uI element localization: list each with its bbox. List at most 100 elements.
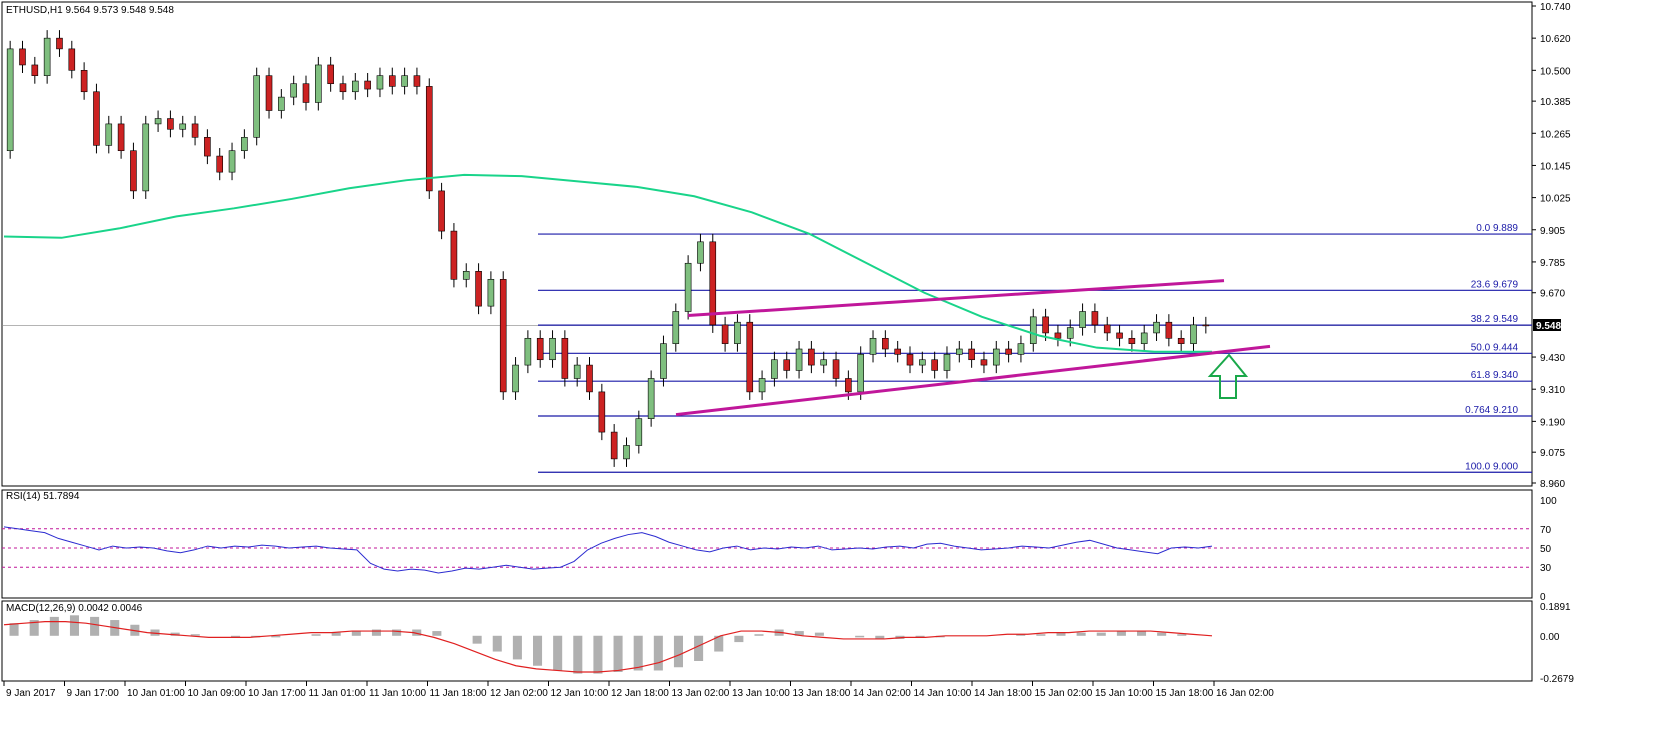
rsi-line bbox=[3, 526, 1213, 574]
channel-lower-line bbox=[675, 344, 1271, 417]
channel-upper-line bbox=[687, 279, 1225, 318]
price-axis-label: 9.670 bbox=[1540, 289, 1565, 300]
time-axis-label: 14 Jan 10:00 bbox=[914, 688, 972, 699]
price-axis-label: 10.385 bbox=[1540, 97, 1571, 108]
candle-body bbox=[660, 343, 667, 379]
candle-body bbox=[931, 359, 938, 371]
candle-body bbox=[43, 37, 51, 76]
fib-label: 50.0 9.444 bbox=[1471, 342, 1519, 353]
candle-body bbox=[992, 348, 1000, 366]
candle-body bbox=[1177, 337, 1185, 344]
candle-body bbox=[598, 391, 606, 433]
candle-body bbox=[573, 364, 581, 379]
rsi-axis-label: 50 bbox=[1540, 544, 1552, 555]
price-axis-label: 10.145 bbox=[1540, 161, 1571, 172]
candle-body bbox=[1153, 321, 1160, 334]
candle-body bbox=[19, 48, 26, 66]
candle-body bbox=[425, 86, 433, 192]
fib-label: 0.764 9.210 bbox=[1465, 405, 1518, 416]
time-axis-label: 10 Jan 09:00 bbox=[188, 688, 246, 699]
fib-label: 61.8 9.340 bbox=[1471, 370, 1519, 381]
price-axis-label: 9.190 bbox=[1540, 417, 1565, 428]
candle-body bbox=[117, 123, 125, 152]
up-arrow-icon bbox=[1207, 353, 1249, 399]
candle-body bbox=[413, 75, 421, 87]
candle-body bbox=[31, 64, 39, 76]
candle-body bbox=[524, 337, 532, 366]
candle-body bbox=[204, 137, 211, 157]
rsi-panel bbox=[1, 489, 1533, 599]
macd-axis-label: 0.00 bbox=[1540, 632, 1560, 643]
candle-body bbox=[438, 190, 445, 232]
candle-body bbox=[647, 378, 655, 419]
macd-panel bbox=[1, 600, 1533, 682]
candle-body bbox=[697, 241, 704, 264]
time-axis-label: 15 Jan 10:00 bbox=[1095, 688, 1153, 699]
time-axis-label: 12 Jan 02:00 bbox=[490, 688, 548, 699]
time-axis-label: 13 Jan 10:00 bbox=[732, 688, 790, 699]
candle-body bbox=[462, 270, 470, 280]
candle-body bbox=[290, 83, 297, 98]
candle-body bbox=[487, 279, 495, 307]
candle-body bbox=[105, 123, 113, 146]
candle-body bbox=[943, 354, 951, 371]
candle-body bbox=[721, 324, 729, 344]
candle-body bbox=[216, 155, 224, 173]
candle-body bbox=[68, 48, 76, 71]
rsi-axis-label: 70 bbox=[1540, 525, 1552, 536]
candle-body bbox=[684, 262, 692, 312]
price-axis-label: 9.430 bbox=[1540, 353, 1565, 364]
candle-body bbox=[1103, 324, 1111, 334]
candle-body bbox=[882, 337, 889, 350]
price-axis-label: 10.740 bbox=[1540, 2, 1571, 13]
candle-body bbox=[388, 75, 396, 87]
candle-body bbox=[1054, 332, 1062, 339]
candle-body bbox=[315, 64, 322, 103]
price-axis-label: 9.075 bbox=[1540, 448, 1565, 459]
fib-label: 38.2 9.549 bbox=[1471, 314, 1519, 325]
time-axis-label: 15 Jan 18:00 bbox=[1156, 688, 1214, 699]
candle-body bbox=[536, 337, 544, 361]
candle-body bbox=[820, 359, 828, 366]
candle-body bbox=[475, 270, 482, 307]
candle-body bbox=[549, 337, 556, 361]
candle-body bbox=[499, 279, 507, 393]
candle-body bbox=[980, 359, 988, 366]
macd-layer bbox=[3, 615, 1213, 674]
price-axis-label: 10.620 bbox=[1540, 34, 1571, 45]
candle-body bbox=[709, 241, 717, 326]
rsi-axis-label: 0 bbox=[1540, 592, 1546, 603]
time-axis-label: 9 Jan 2017 bbox=[6, 688, 56, 699]
candle-body bbox=[906, 354, 914, 366]
candle-body bbox=[1066, 327, 1074, 339]
candle-body bbox=[771, 359, 778, 379]
time-axis-label: 10 Jan 01:00 bbox=[127, 688, 185, 699]
candle-body bbox=[832, 359, 840, 379]
candle-body bbox=[1017, 343, 1025, 355]
candle-body bbox=[302, 83, 310, 103]
price-axis-label: 9.310 bbox=[1540, 385, 1565, 396]
candle-body bbox=[795, 348, 803, 371]
candle-body bbox=[1091, 311, 1099, 326]
candle-body bbox=[968, 348, 975, 361]
fib-label: 0.0 9.889 bbox=[1476, 223, 1518, 234]
candle-body bbox=[1128, 337, 1136, 344]
macd-axis-label: 0.1891 bbox=[1540, 602, 1571, 613]
rsi-axis-label: 100 bbox=[1540, 496, 1557, 507]
time-axis-label: 16 Jan 02:00 bbox=[1216, 688, 1274, 699]
candle-body bbox=[956, 348, 963, 355]
price-layer: 0.0 9.889 23.6 9.679 38.2 9.549 50.0 9.444 6… bbox=[2, 30, 1532, 473]
candle-body bbox=[1079, 311, 1086, 328]
candle-body bbox=[253, 75, 260, 138]
time-axis-label: 15 Jan 02:00 bbox=[1035, 688, 1093, 699]
candle-body bbox=[1202, 324, 1210, 327]
price-axis-label: 10.500 bbox=[1540, 66, 1571, 77]
candle-body bbox=[610, 431, 618, 460]
candle-body bbox=[376, 75, 384, 90]
candle-body bbox=[450, 230, 458, 280]
candle-body bbox=[512, 364, 519, 393]
candle-body bbox=[401, 75, 408, 87]
macd-signal-line bbox=[3, 621, 1213, 673]
candle-body bbox=[919, 359, 926, 366]
